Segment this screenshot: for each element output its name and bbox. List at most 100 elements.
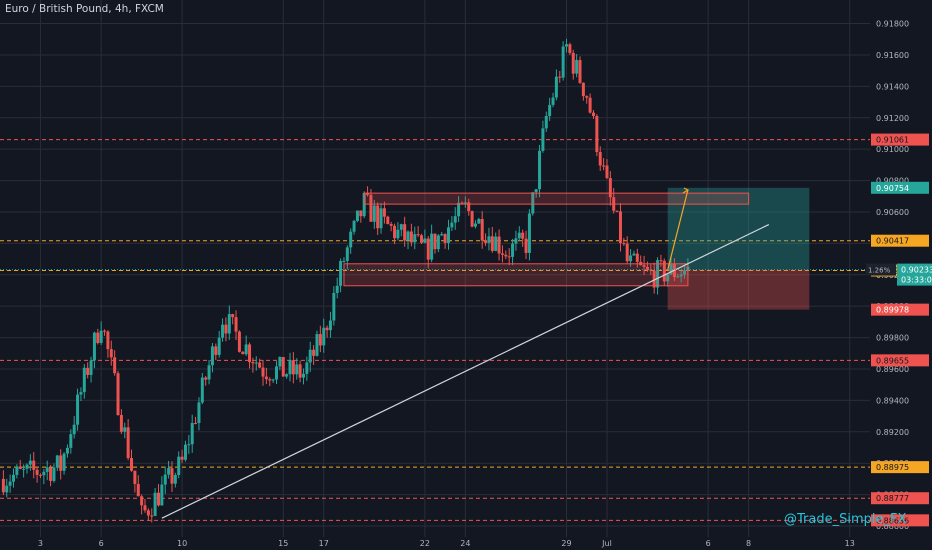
- candle-body: [177, 456, 181, 475]
- candle-body: [504, 254, 508, 257]
- author-watermark: @Trade_Simple_FX: [784, 512, 907, 527]
- candle-body: [585, 96, 589, 98]
- x-tick-label: 29: [561, 539, 571, 548]
- candle-body: [649, 269, 653, 271]
- candle-body: [591, 112, 595, 116]
- candle-body: [214, 346, 218, 355]
- x-tick-label: 8: [746, 539, 751, 548]
- candle-body: [82, 367, 86, 393]
- candle-body: [561, 46, 565, 78]
- candle-body: [527, 213, 531, 253]
- candle-body: [409, 231, 413, 243]
- candle-body: [59, 455, 63, 471]
- level-price-label: 0.91061: [876, 136, 909, 145]
- candle-body: [291, 360, 295, 375]
- candle-body: [298, 364, 302, 378]
- x-tick-label: 24: [460, 539, 470, 548]
- y-tick-label: 0.91600: [876, 51, 909, 60]
- candle-body: [288, 360, 292, 375]
- candle-body: [119, 415, 123, 432]
- symbol-title[interactable]: Euro / British Pound, 4h, FXCM: [5, 3, 164, 15]
- x-tick-label: 10: [177, 539, 187, 548]
- y-tick-label: 0.90600: [876, 208, 909, 217]
- candle-body: [258, 362, 262, 368]
- candle-body: [156, 492, 160, 506]
- candle-body: [457, 202, 461, 217]
- candle-body: [453, 216, 457, 223]
- candle-body: [22, 468, 26, 470]
- candle-body: [477, 219, 481, 224]
- candle-body: [315, 334, 319, 356]
- y-tick-label: 0.91400: [876, 82, 909, 91]
- candle-body: [629, 255, 633, 262]
- candle-body: [227, 314, 231, 334]
- candle-body: [372, 205, 376, 222]
- level-price-label-bg: [871, 133, 929, 146]
- candle-body: [480, 219, 484, 241]
- candle-body: [45, 467, 49, 472]
- candle-body: [146, 510, 150, 516]
- candle-body: [554, 76, 558, 98]
- candle-body: [49, 467, 53, 481]
- candle-body: [487, 236, 491, 243]
- projection-arrow: [667, 189, 689, 271]
- y-tick-label: 0.89600: [876, 365, 909, 374]
- candle-body: [645, 266, 649, 270]
- candle-body: [507, 256, 511, 258]
- candle-body: [460, 202, 464, 204]
- candle-body: [106, 331, 110, 350]
- candle-body: [301, 373, 305, 378]
- candle-body: [666, 274, 670, 282]
- candle-body: [153, 492, 157, 516]
- candle-body: [679, 274, 683, 277]
- candle-body: [241, 351, 245, 355]
- candle-body: [251, 362, 255, 364]
- candle-body: [167, 468, 171, 475]
- candle-body: [173, 474, 177, 484]
- candle-body: [467, 202, 471, 212]
- candle-body: [116, 373, 120, 416]
- candle-body: [514, 238, 518, 244]
- candle-body: [349, 231, 353, 248]
- candle-body: [18, 466, 22, 469]
- candle-body: [598, 152, 602, 166]
- candle-body: [558, 76, 562, 78]
- candle-body: [254, 362, 258, 364]
- candle-body: [335, 285, 339, 293]
- candle-body: [28, 460, 32, 465]
- candle-body: [62, 453, 66, 471]
- candle-body: [575, 60, 579, 74]
- candle-body: [11, 474, 15, 482]
- level-price-label-bg: [871, 492, 929, 505]
- level-price-label: 0.90417: [876, 237, 909, 246]
- x-tick-label: 17: [319, 539, 329, 548]
- candle-body: [35, 469, 39, 475]
- candle-body: [656, 260, 660, 288]
- candle-body: [136, 483, 140, 497]
- candle-body: [1, 478, 5, 493]
- candle-body: [231, 314, 235, 318]
- candle-body: [312, 349, 316, 356]
- candle-body: [194, 422, 198, 424]
- candle-body: [659, 260, 663, 262]
- candle-body: [15, 466, 19, 475]
- candle-body: [524, 238, 528, 253]
- candle-body: [332, 292, 336, 321]
- candle-body: [517, 232, 521, 239]
- candle-body: [89, 360, 93, 375]
- candle-body: [446, 227, 450, 243]
- candle-body: [305, 362, 309, 374]
- candle-body: [403, 224, 407, 241]
- candle-body: [565, 44, 569, 47]
- candle-body: [450, 222, 454, 228]
- level-price-label: 0.89655: [876, 356, 909, 365]
- candle-body: [538, 150, 542, 190]
- candle-body: [578, 60, 582, 83]
- candle-body: [541, 128, 545, 151]
- candle-body: [406, 231, 410, 241]
- candle-body: [103, 330, 107, 332]
- candle-body: [143, 505, 147, 511]
- candle-body: [544, 115, 548, 129]
- candle-body: [99, 330, 103, 343]
